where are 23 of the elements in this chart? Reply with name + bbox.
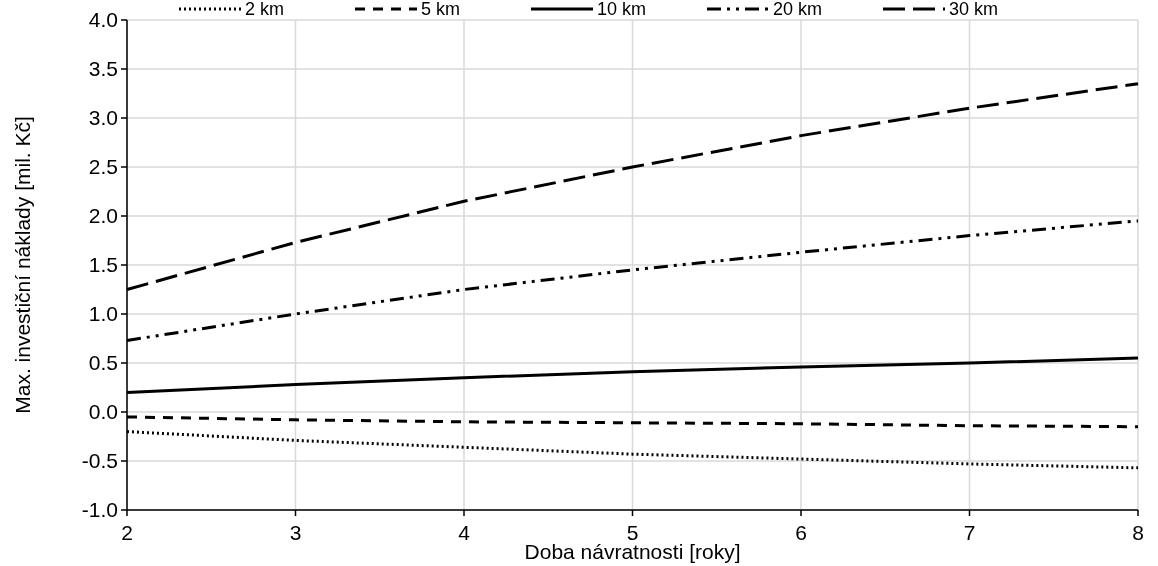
y-tick-label: 1.0 — [88, 302, 118, 326]
y-tick-label: 3.5 — [88, 57, 118, 81]
x-tick-label: 8 — [1132, 521, 1144, 544]
x-tick-label: 2 — [121, 521, 133, 544]
x-tick-label: 3 — [289, 521, 302, 544]
y-tick-label: 0.0 — [88, 400, 118, 424]
legend-label: 10 km — [597, 0, 647, 20]
y-tick-label: 1.5 — [88, 253, 118, 277]
legend-label: 2 km — [245, 0, 285, 20]
y-tick-label: 2.0 — [88, 204, 118, 228]
y-tick-label: 4.0 — [88, 8, 118, 32]
y-tick-label: -0.5 — [81, 449, 118, 473]
y-tick-label: 2.5 — [88, 155, 118, 179]
y-axis-title: Max. investiční náklady [mil. Kč] — [11, 116, 34, 414]
y-tick-label: 0.5 — [88, 351, 118, 375]
x-tick-label: 4 — [458, 521, 471, 544]
y-tick-label: 3.0 — [88, 106, 118, 130]
x-tick-label: 7 — [963, 521, 976, 544]
legend-label: 30 km — [949, 0, 999, 20]
x-tick-label: 6 — [795, 521, 807, 544]
legend-label: 5 km — [421, 0, 461, 20]
legend-label: 20 km — [773, 0, 823, 20]
y-tick-label: -1.0 — [81, 498, 118, 522]
